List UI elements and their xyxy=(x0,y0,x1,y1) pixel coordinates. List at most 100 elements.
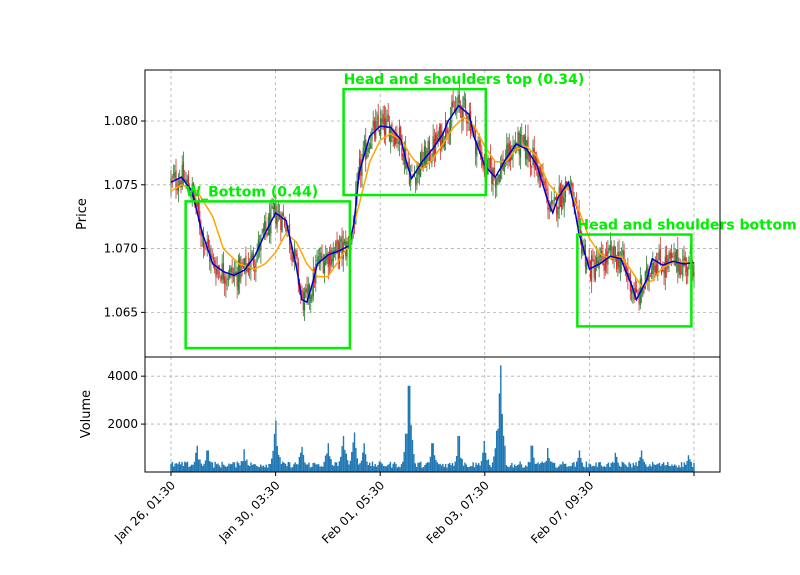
volume-bar xyxy=(344,449,346,472)
candle-body xyxy=(556,195,558,215)
volume-bar xyxy=(407,385,410,472)
volume-bar xyxy=(638,460,640,472)
volume-bar xyxy=(464,462,466,472)
candle-body xyxy=(582,248,584,255)
candle-body xyxy=(187,175,190,189)
candle-body xyxy=(225,280,227,286)
volume-bar xyxy=(306,464,309,472)
volume-bar xyxy=(530,445,532,472)
volume-bar xyxy=(505,465,508,472)
volume-bar xyxy=(259,464,262,472)
volume-bar xyxy=(381,463,383,472)
volume-bar xyxy=(377,464,379,472)
volume-bar xyxy=(562,461,564,472)
volume-bar xyxy=(244,460,247,472)
volume-bar xyxy=(469,466,472,472)
volume-bar xyxy=(196,445,198,472)
volume-bar xyxy=(633,465,636,472)
volume-bar xyxy=(482,452,484,472)
candle-body xyxy=(184,179,186,181)
volume-bar xyxy=(656,464,658,472)
volume-bar xyxy=(478,463,480,472)
volume-bar xyxy=(364,454,367,472)
candle-body xyxy=(642,289,644,296)
volume-bar xyxy=(236,461,238,472)
candle-body xyxy=(517,131,519,146)
candle-body xyxy=(508,143,510,162)
candle-body xyxy=(378,130,381,135)
candle-body xyxy=(341,235,343,256)
candle-body xyxy=(242,265,244,268)
volume-bar xyxy=(679,467,681,472)
volume-bar xyxy=(382,465,385,472)
volume-bar xyxy=(386,465,389,472)
volume-bar xyxy=(273,433,276,472)
candle-body xyxy=(597,260,599,266)
candle-body xyxy=(482,163,484,165)
candle-body xyxy=(683,255,685,266)
volume-bar xyxy=(668,465,670,472)
candle-body xyxy=(630,290,633,294)
candle-body xyxy=(563,197,565,207)
candle-body xyxy=(509,146,512,162)
candle-body xyxy=(578,212,580,221)
candle-body xyxy=(367,147,369,153)
volume-bar xyxy=(576,461,578,472)
candle-body xyxy=(558,186,560,210)
volume-bar xyxy=(457,436,459,472)
volume-bar xyxy=(294,462,296,472)
volume-bar xyxy=(596,466,599,472)
candle-body xyxy=(494,180,497,188)
volume-bar xyxy=(192,464,194,472)
candle-body xyxy=(491,167,493,185)
candle-body xyxy=(239,256,241,282)
pattern-label: Head and shoulders top (0.34) xyxy=(344,72,585,88)
volume-bar xyxy=(671,464,673,472)
candle-body xyxy=(624,266,626,268)
volume-bar xyxy=(370,466,372,472)
candle-body xyxy=(336,239,338,244)
candle-body xyxy=(456,106,458,108)
volume-bar xyxy=(352,442,354,472)
volume-bar xyxy=(184,461,186,472)
volume-bar xyxy=(598,462,600,472)
volume-bar xyxy=(422,466,425,472)
candle-body xyxy=(255,262,257,273)
volume-bar xyxy=(489,464,491,472)
volume-bar xyxy=(691,467,694,472)
volume-bar xyxy=(490,467,492,472)
volume-bar xyxy=(404,433,407,472)
volume-bar xyxy=(465,464,468,472)
candle-body xyxy=(467,122,469,124)
candle-body xyxy=(353,225,356,228)
volume-bar xyxy=(556,467,559,472)
volume-bar xyxy=(690,461,692,472)
volume-bar xyxy=(593,466,596,472)
candle-body xyxy=(427,140,429,152)
volume-bar xyxy=(616,456,618,472)
volume-bar xyxy=(279,457,281,472)
volume-bar xyxy=(262,465,265,472)
candle-body xyxy=(614,246,616,258)
volume-bar xyxy=(607,462,610,472)
volume-bar xyxy=(426,462,429,472)
x-tick-label: Feb 07, 09:30 xyxy=(528,478,596,546)
volume-bar xyxy=(588,463,590,472)
volume-bar xyxy=(214,461,216,472)
candle-body xyxy=(489,156,492,169)
volume-bar xyxy=(261,466,263,472)
candle-body xyxy=(592,258,594,261)
candle-body xyxy=(541,172,543,178)
volume-bar xyxy=(424,465,426,472)
volume-bar xyxy=(193,461,196,472)
candle-body xyxy=(619,259,621,273)
volume-bar xyxy=(392,463,394,472)
volume-bar xyxy=(559,464,561,472)
volume-bar xyxy=(484,452,487,472)
volume-bar xyxy=(501,413,503,472)
candle-body xyxy=(179,180,181,186)
volume-bar xyxy=(290,467,292,472)
volume-bar xyxy=(420,461,422,472)
volume-bar xyxy=(286,466,288,472)
volume-bar xyxy=(544,462,546,472)
